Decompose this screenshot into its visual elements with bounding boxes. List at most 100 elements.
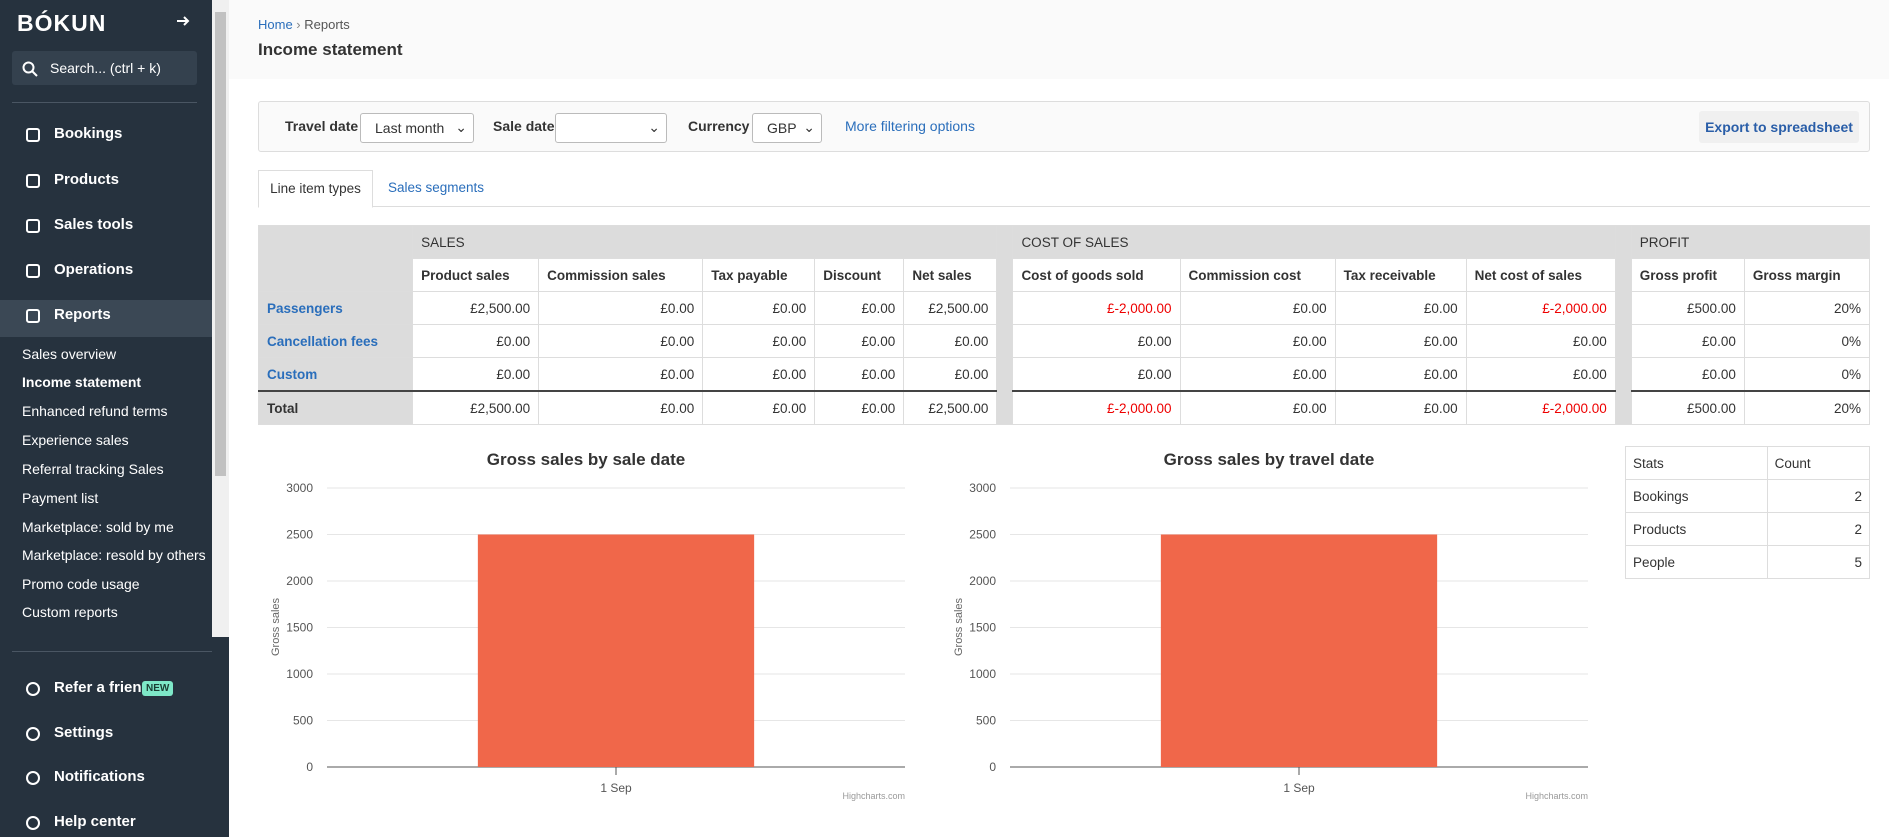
cell: £500.00 bbox=[1630, 390, 1745, 425]
chart-title: Gross sales by sale date bbox=[487, 450, 685, 469]
nav-item[interactable]: Reports bbox=[54, 306, 111, 323]
nav-item[interactable]: Operations bbox=[54, 261, 134, 278]
breadcrumb: Home › Reports bbox=[258, 17, 350, 32]
column-header: Gross margin bbox=[1743, 258, 1871, 292]
stats-cell: Bookings bbox=[1625, 479, 1768, 513]
nav-icon bbox=[26, 174, 40, 188]
total-row: Total £2,500.00 £0.00 £0.00 £0.00 £2,500.00 £-… bbox=[257, 390, 1871, 425]
y-tick-label: 500 bbox=[976, 714, 996, 728]
collapse-icon[interactable] bbox=[175, 13, 191, 29]
y-tick-label: 0 bbox=[306, 760, 313, 774]
stats-table: Stats Count Bookings 2 Products 2 People 5 bbox=[1625, 446, 1871, 579]
cell: £-2,000.00 bbox=[1012, 390, 1181, 425]
nav-icon bbox=[26, 128, 40, 142]
column-header: Tax receivable bbox=[1334, 258, 1467, 292]
active-item-bg bbox=[0, 300, 212, 337]
logo[interactable]: BÓKUN bbox=[17, 10, 107, 36]
cell: £0.00 bbox=[538, 357, 704, 392]
search-box[interactable]: Search... (ctrl + k) bbox=[12, 51, 197, 85]
submenu-item[interactable]: Marketplace: resold by others bbox=[22, 547, 206, 563]
submenu-item[interactable]: Payment list bbox=[22, 490, 99, 506]
corner bbox=[257, 225, 414, 292]
submenu-item[interactable]: Referral tracking Sales bbox=[22, 461, 164, 477]
submenu-item[interactable]: Promo code usage bbox=[22, 576, 140, 592]
cell: £0.00 bbox=[814, 324, 905, 358]
cell: £0.00 bbox=[1179, 357, 1336, 392]
submenu-item[interactable]: Marketplace: sold by me bbox=[22, 519, 174, 535]
travel-date-select[interactable]: Last month ⌄ bbox=[360, 113, 474, 143]
new-badge: NEW bbox=[142, 681, 174, 696]
y-tick-label: 1000 bbox=[969, 667, 996, 681]
tab[interactable]: Sales segments bbox=[388, 180, 485, 195]
column-header: Gross profit bbox=[1630, 258, 1745, 292]
nav-item[interactable]: Refer a friend bbox=[54, 679, 151, 696]
chart-credit: Highcharts.com bbox=[1525, 791, 1588, 801]
y-axis-label: Gross sales bbox=[953, 597, 965, 656]
nav-item[interactable]: Bookings bbox=[54, 125, 123, 142]
stats-row: Products 2 bbox=[1625, 512, 1871, 546]
currency-select[interactable]: GBP ⌄ bbox=[752, 113, 822, 143]
nav-icon bbox=[26, 816, 40, 830]
nav-item[interactable]: Help center bbox=[54, 813, 136, 830]
cell: £0.00 bbox=[1465, 324, 1616, 358]
submenu-item[interactable]: Sales overview bbox=[22, 346, 117, 362]
row-label[interactable]: Passengers bbox=[257, 291, 414, 325]
cell: £0.00 bbox=[702, 291, 816, 325]
nav-icon bbox=[26, 682, 40, 696]
breadcrumb-link[interactable]: Home bbox=[258, 17, 293, 32]
cell: £0.00 bbox=[1334, 291, 1467, 325]
table-row: Cancellation fees £0.00 £0.00 £0.00 £0.00 £0.… bbox=[257, 324, 1871, 358]
nav-item[interactable]: Settings bbox=[54, 724, 114, 741]
scroll-thumb[interactable] bbox=[215, 12, 226, 476]
divider bbox=[12, 651, 212, 652]
cell: £0.00 bbox=[903, 324, 998, 358]
cell: 0% bbox=[1743, 357, 1871, 392]
column-header: Product sales bbox=[412, 258, 540, 292]
stats-cell: 2 bbox=[1766, 479, 1871, 513]
cell: £0.00 bbox=[412, 324, 540, 358]
submenu-item[interactable]: Enhanced refund terms bbox=[22, 403, 168, 419]
nav-item[interactable]: Sales tools bbox=[54, 216, 134, 233]
submenu-item[interactable]: Experience sales bbox=[22, 432, 129, 448]
group-row: SALES COST OF SALES PROFIT bbox=[257, 225, 1871, 425]
y-tick-label: 500 bbox=[293, 714, 313, 728]
y-tick-label: 1000 bbox=[286, 667, 313, 681]
cell: 20% bbox=[1743, 390, 1871, 425]
income-table: SALES COST OF SALES PROFIT Product sales Com… bbox=[257, 225, 1871, 425]
chart: Gross sales by sale date Gross sales 0 500 1… bbox=[270, 450, 905, 801]
nav-item[interactable]: Notifications bbox=[54, 768, 145, 785]
column-header: Net sales bbox=[903, 258, 998, 292]
column-header: Cost of goods sold bbox=[1012, 258, 1181, 292]
search-placeholder: Search... (ctrl + k) bbox=[50, 60, 161, 76]
sale-date-select[interactable]: ⌄ bbox=[555, 113, 667, 143]
y-tick-label: 2000 bbox=[969, 574, 996, 588]
cell: £0.00 bbox=[1630, 324, 1745, 358]
row-label[interactable]: Cancellation fees bbox=[257, 324, 414, 358]
submenu-item[interactable]: Income statement bbox=[22, 374, 142, 390]
chart: Gross sales by travel date Gross sales 0 50… bbox=[953, 450, 1588, 801]
scrollbar[interactable] bbox=[212, 0, 229, 637]
row-label[interactable]: Custom bbox=[257, 357, 414, 392]
more-filters-link[interactable]: More filtering options bbox=[845, 118, 975, 134]
cell: £-2,000.00 bbox=[1012, 291, 1181, 325]
column-header: Discount bbox=[814, 258, 905, 292]
cell: 20% bbox=[1743, 291, 1871, 325]
sidebar: BÓKUN Search... (ctrl + k) Bookings Produ… bbox=[0, 0, 229, 837]
y-tick-label: 3000 bbox=[969, 481, 996, 495]
select-value: Last month bbox=[375, 120, 445, 136]
gap bbox=[996, 225, 1014, 425]
y-axis-label: Gross sales bbox=[270, 597, 282, 656]
y-tick-label: 2500 bbox=[286, 528, 313, 542]
nav-item[interactable]: Products bbox=[54, 171, 120, 188]
main bbox=[229, 0, 1889, 837]
cell: £2,500.00 bbox=[903, 291, 998, 325]
tab-active[interactable]: Line item types bbox=[258, 170, 373, 208]
filter-bar: Travel date Last month ⌄ Sale date ⌄ Curr… bbox=[258, 101, 1870, 152]
submenu-item[interactable]: Custom reports bbox=[22, 604, 118, 620]
nav-icon bbox=[26, 771, 40, 785]
cell: £0.00 bbox=[412, 357, 540, 392]
export-button[interactable]: Export to spreadsheet bbox=[1699, 111, 1859, 143]
y-tick-label: 0 bbox=[989, 760, 996, 774]
x-tick-label: 1 Sep bbox=[600, 781, 632, 795]
